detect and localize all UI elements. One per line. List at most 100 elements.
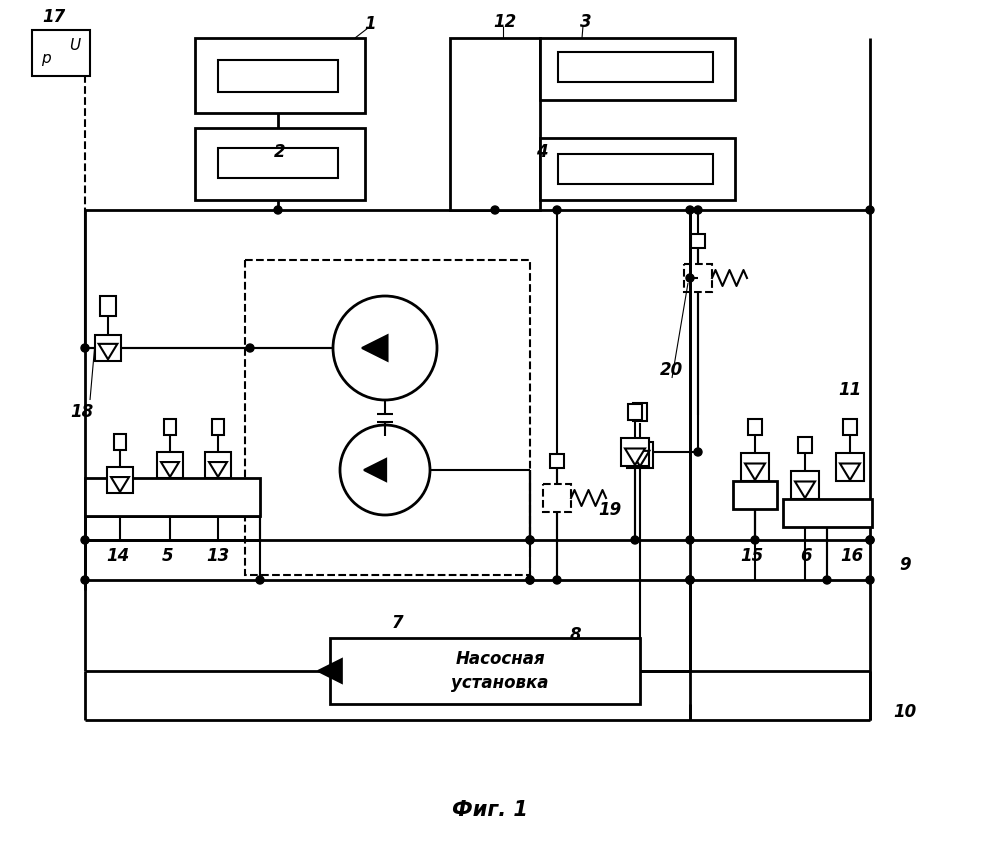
Circle shape [526, 576, 534, 584]
Text: 9: 9 [899, 556, 911, 574]
Polygon shape [99, 344, 117, 359]
Circle shape [246, 344, 254, 352]
Polygon shape [161, 462, 179, 477]
Bar [32, 30, 90, 76]
Circle shape [491, 206, 499, 214]
Bar [628, 404, 642, 420]
Circle shape [256, 576, 264, 584]
Bar [691, 234, 705, 248]
Circle shape [526, 576, 534, 584]
Polygon shape [745, 463, 765, 480]
Bar [107, 467, 133, 493]
Bar [843, 419, 857, 435]
Bar [633, 403, 647, 421]
Text: 16: 16 [840, 547, 864, 565]
Bar [195, 128, 365, 200]
Bar [100, 296, 116, 316]
Circle shape [694, 448, 702, 456]
Bar [212, 419, 224, 435]
Circle shape [686, 576, 694, 584]
Bar [157, 452, 183, 478]
Bar [195, 38, 365, 113]
Bar [540, 38, 735, 100]
Circle shape [866, 536, 874, 544]
Text: Фиг. 1: Фиг. 1 [452, 800, 528, 820]
Bar [330, 638, 640, 704]
Circle shape [526, 536, 534, 544]
Polygon shape [209, 462, 227, 477]
Text: $U$: $U$ [69, 37, 81, 53]
Circle shape [81, 536, 89, 544]
Text: Насосная
установка: Насосная установка [451, 650, 549, 692]
Bar [836, 453, 864, 481]
Bar [741, 453, 769, 481]
Bar [558, 52, 713, 82]
Bar [543, 484, 571, 512]
Bar [550, 454, 564, 468]
Circle shape [81, 576, 89, 584]
Bar [245, 260, 530, 575]
Bar [627, 442, 653, 468]
Text: 7: 7 [392, 614, 404, 632]
Text: 11: 11 [838, 381, 862, 399]
Text: 1: 1 [364, 15, 376, 33]
Circle shape [866, 206, 874, 214]
Circle shape [823, 576, 831, 584]
Bar [748, 419, 762, 435]
Polygon shape [364, 459, 386, 481]
Circle shape [686, 206, 694, 214]
Polygon shape [362, 335, 388, 361]
Circle shape [274, 206, 282, 214]
Polygon shape [111, 477, 129, 492]
Text: 8: 8 [569, 626, 581, 644]
Text: 12: 12 [493, 13, 517, 31]
Circle shape [686, 576, 694, 584]
Text: 13: 13 [206, 547, 230, 565]
Circle shape [81, 344, 89, 352]
Text: 19: 19 [598, 501, 622, 519]
Bar [733, 481, 777, 509]
Bar [558, 154, 713, 184]
Circle shape [686, 576, 694, 584]
Bar [205, 452, 231, 478]
Circle shape [526, 536, 534, 544]
Circle shape [631, 536, 639, 544]
Text: 20: 20 [660, 361, 684, 379]
Circle shape [553, 206, 561, 214]
Bar [85, 478, 260, 516]
Text: 18: 18 [70, 403, 94, 421]
Text: 10: 10 [893, 703, 917, 721]
Bar [95, 335, 121, 361]
Circle shape [866, 536, 874, 544]
Bar [791, 471, 819, 499]
Circle shape [686, 274, 694, 282]
Bar [684, 264, 712, 292]
Bar [218, 148, 338, 178]
Bar [114, 434, 126, 450]
Text: 5: 5 [162, 547, 174, 565]
Circle shape [553, 576, 561, 584]
Text: 3: 3 [580, 13, 592, 31]
Text: 15: 15 [740, 547, 764, 565]
Text: 4: 4 [536, 143, 548, 161]
Text: 17: 17 [42, 8, 66, 26]
Bar [164, 419, 176, 435]
Polygon shape [840, 463, 860, 480]
Circle shape [686, 536, 694, 544]
Bar [450, 38, 540, 210]
Polygon shape [625, 449, 645, 465]
Polygon shape [318, 659, 342, 683]
Bar [540, 138, 735, 200]
Text: 6: 6 [800, 547, 812, 565]
Circle shape [694, 206, 702, 214]
Circle shape [751, 536, 759, 544]
Text: 14: 14 [106, 547, 130, 565]
Bar [218, 60, 338, 92]
Text: 2: 2 [274, 143, 286, 161]
Bar [798, 437, 812, 453]
Polygon shape [795, 481, 815, 498]
Bar [783, 499, 872, 527]
Bar [621, 438, 649, 466]
Text: $p$: $p$ [41, 52, 53, 68]
Circle shape [866, 576, 874, 584]
